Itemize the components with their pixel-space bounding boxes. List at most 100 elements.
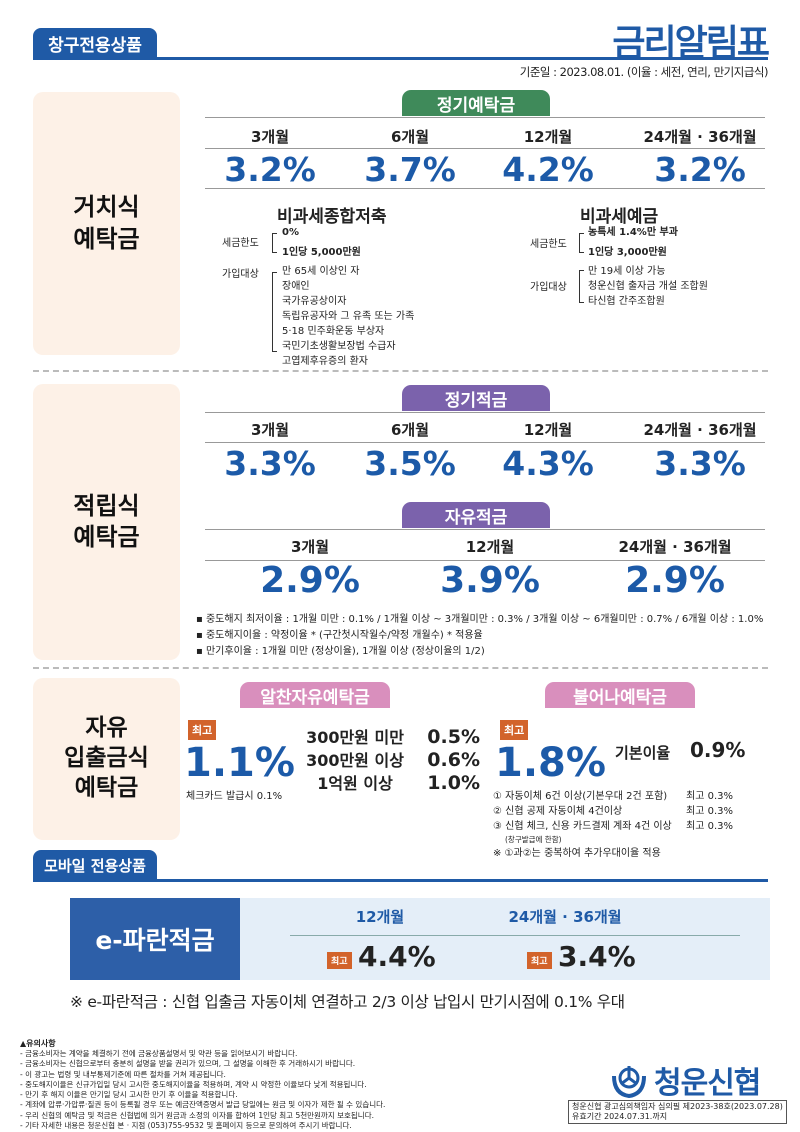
disclaimer-item: - 중도해지이율은 신규가입일 당시 고시한 중도해지이율을 적용하며, 계약 … [20,1079,367,1089]
max-badge: 최고 [188,720,217,740]
disclaimer-item: - 우리 신협의 예탁금 및 적금은 신협법에 의거 원금과 소정의 이자를 합… [20,1110,374,1120]
note-item: ▪ 만기후이율 : 1개월 미만 (정상이율), 1개월 이상 (정상이율의 1… [196,646,485,657]
shinhyup-logo-icon [612,1066,646,1098]
mobile-tab: 모바일 전용상품 [33,850,157,880]
max-rate: 1.8% [495,740,606,786]
term-header: 3개월 [250,421,290,439]
rate-value: 2.9% [625,560,725,601]
product-title-regular-savings: 정기적금 [402,385,550,411]
bracket [272,233,277,253]
tax-item: 0% [282,227,299,238]
tier-row: 300만원 이상 0.6% [306,749,480,771]
tier-row: 300만원 미만 0.5% [306,726,480,748]
rate-value: 4.2% [502,150,594,189]
eligibility-item: 청운신협 출자금 개설 조합원 [588,281,708,292]
product-title-alchan: 알찬자유예탁금 [240,682,390,708]
max-badge: 최고 [527,952,552,969]
rate-value: 3.3% [224,444,316,483]
eligibility-list: 만 65세 이상인 자 장애인 국가유공상이자 독립유공자와 그 유족 또는 가… [282,264,414,369]
product-title-bureona: 불어나예탁금 [545,682,695,708]
disclaimer-item: - 금융소비자는 신협으로부터 충분히 설명을 받을 권리가 있으며, 그 설명… [20,1059,356,1069]
tax-limit-label: 세금한도 [530,239,567,250]
duplicate-note: ※ ①과②는 중복하여 추가우대이율 적용 [493,848,661,859]
tax-item: 1인당 5,000만원 [282,247,361,258]
disclaimer-item: - 계좌에 압류·가압류·질권 등이 등록될 경우 또는 예금잔액증명서 발급 … [20,1100,386,1110]
term-header: 3개월 [290,538,330,556]
condition-item: ③ 신협 체크, 신용 카드결제 계좌 4건 이상 최고 0.3% [493,821,733,832]
bracket [272,272,277,352]
term-header: 24개월 · 36개월 [508,908,622,926]
card-note: 체크카드 발급시 0.1% [186,791,283,802]
term-header: 3개월 [250,128,290,146]
rate-value: 3.3% [654,444,746,483]
header-tab: 창구전용상품 [33,28,157,58]
section-divider [33,667,768,669]
divider [205,442,765,443]
eligibility-list: 만 19세 이상 가능 청운신협 출자금 개설 조합원 타신협 간주조합원 [588,264,708,309]
mobile-note: ※ e-파란적금 : 신협 입출금 자동이체 연결하고 2/3 이상 납입시 만… [70,993,625,1011]
note-item: ▪ 중도해지 최저이율 : 1개월 미만 : 0.1% / 1개월 이상 ~ 3… [196,614,764,625]
notes-list: ▪ 중도해지 최저이율 : 1개월 미만 : 0.1% / 1개월 이상 ~ 3… [196,612,763,660]
product-title-free-savings: 자유적금 [402,502,550,528]
tax-limit-label: 세금한도 [222,238,259,249]
disclaimer-item: - 이 광고는 법령 및 내부통제기준에 따른 절차를 거쳐 제공됩니다. [20,1069,226,1079]
divider [205,188,765,189]
section-divider [33,370,768,372]
condition-item: ② 신협 공제 자동이체 4건이상 최고 0.3% [493,806,733,817]
divider [205,529,765,530]
disclaimer-item: - 금융소비자는 계약을 체결하기 전에 금융상품설명서 및 약관 등을 읽어보… [20,1049,298,1058]
base-rate-label: 기본이율 [615,744,671,762]
eligibility-item: 타신협 간주조합원 [588,296,665,307]
disclaimer-item: - 만기 후 해지 이율은 만기일 당시 고시한 만기 후 이율을 적용합니다. [20,1090,238,1100]
rate-value: 3.9% [440,560,540,601]
tier-row: 1억원 이상 1.0% [317,772,480,794]
term-header: 24개월 · 36개월 [643,128,757,146]
rate-value: 3.2% [224,150,316,189]
subproduct-title: 비과세예금 [580,207,659,227]
eligibility-item: 국가유공상이자 [282,296,347,307]
eligibility-item: 만 19세 이상 가능 [588,266,666,277]
subproduct-title: 비과세종합저축 [277,207,387,227]
bracket [579,233,584,253]
disclaimer-item: - 기타 자세한 내용은 청운신협 본 · 지점 (053)755-9532 및… [20,1121,352,1131]
term-header: 24개월 · 36개월 [618,538,732,556]
rate-value: 4.3% [502,444,594,483]
rate-value: 4.4% [358,940,436,973]
divider [205,412,765,413]
term-header: 12개월 [465,538,515,556]
eligibility-label: 가입대상 [222,269,259,280]
eligibility-item: 고엽제후유증의 환자 [282,356,368,367]
max-rate: 1.1% [184,740,295,786]
rate-value: 3.4% [558,940,636,973]
section-label-demand: 자유 입출금식 예탁금 [33,678,180,840]
review-number: 청운신협 광고심의책임자 심의필 제2023-38호(2023.07.28) [572,1102,783,1111]
header-divider [33,57,768,60]
disclaimer: ▲유의사항 - 금융소비자는 계약을 체결하기 전에 금융상품설명서 및 약관 … [20,1038,385,1131]
review-box: 청운신협 광고심의책임자 심의필 제2023-38호(2023.07.28) 유… [568,1100,787,1124]
base-date: 기준일 : 2023.08.01. (이율 : 세전, 연리, 만기지급식) [519,65,769,79]
section-label-lump-sum: 거치식 예탁금 [33,92,180,355]
eligibility-label: 가입대상 [530,282,567,293]
logo-text: 청운신협 [654,1066,761,1101]
base-rate: 0.9% [690,738,746,762]
condition-item: ① 자동이체 6건 이상(기본우대 2건 포함) 최고 0.3% [493,791,733,802]
bracket [579,270,584,303]
section-label-installment: 적립식 예탁금 [33,384,180,660]
eligibility-item: 독립유공자와 그 유족 또는 가족 [282,311,415,322]
rate-value: 3.7% [364,150,456,189]
condition-list: ① 자동이체 6건 이상(기본우대 2건 포함) 최고 0.3% ② 신협 공제 … [493,789,733,861]
product-title-time-deposit: 정기예탁금 [402,90,550,116]
term-header: 24개월 · 36개월 [643,421,757,439]
divider [290,935,740,936]
term-header: 6개월 [390,128,430,146]
rate-value: 3.2% [654,150,746,189]
term-header: 12개월 [355,908,405,926]
eligibility-item: 장애인 [282,281,310,292]
logo: 청운신협 [610,1058,761,1102]
max-badge: 최고 [327,952,352,969]
eligibility-item: 5·18 민주화운동 부상자 [282,326,385,337]
mobile-divider [33,879,768,882]
valid-period: 유효기간 2024.07.31.까지 [572,1112,668,1121]
note-item: ▪ 중도해지이율 : 약정이율 * (구간첫시작월수/약정 개월수) * 적용율 [196,630,483,641]
term-header: 6개월 [390,421,430,439]
